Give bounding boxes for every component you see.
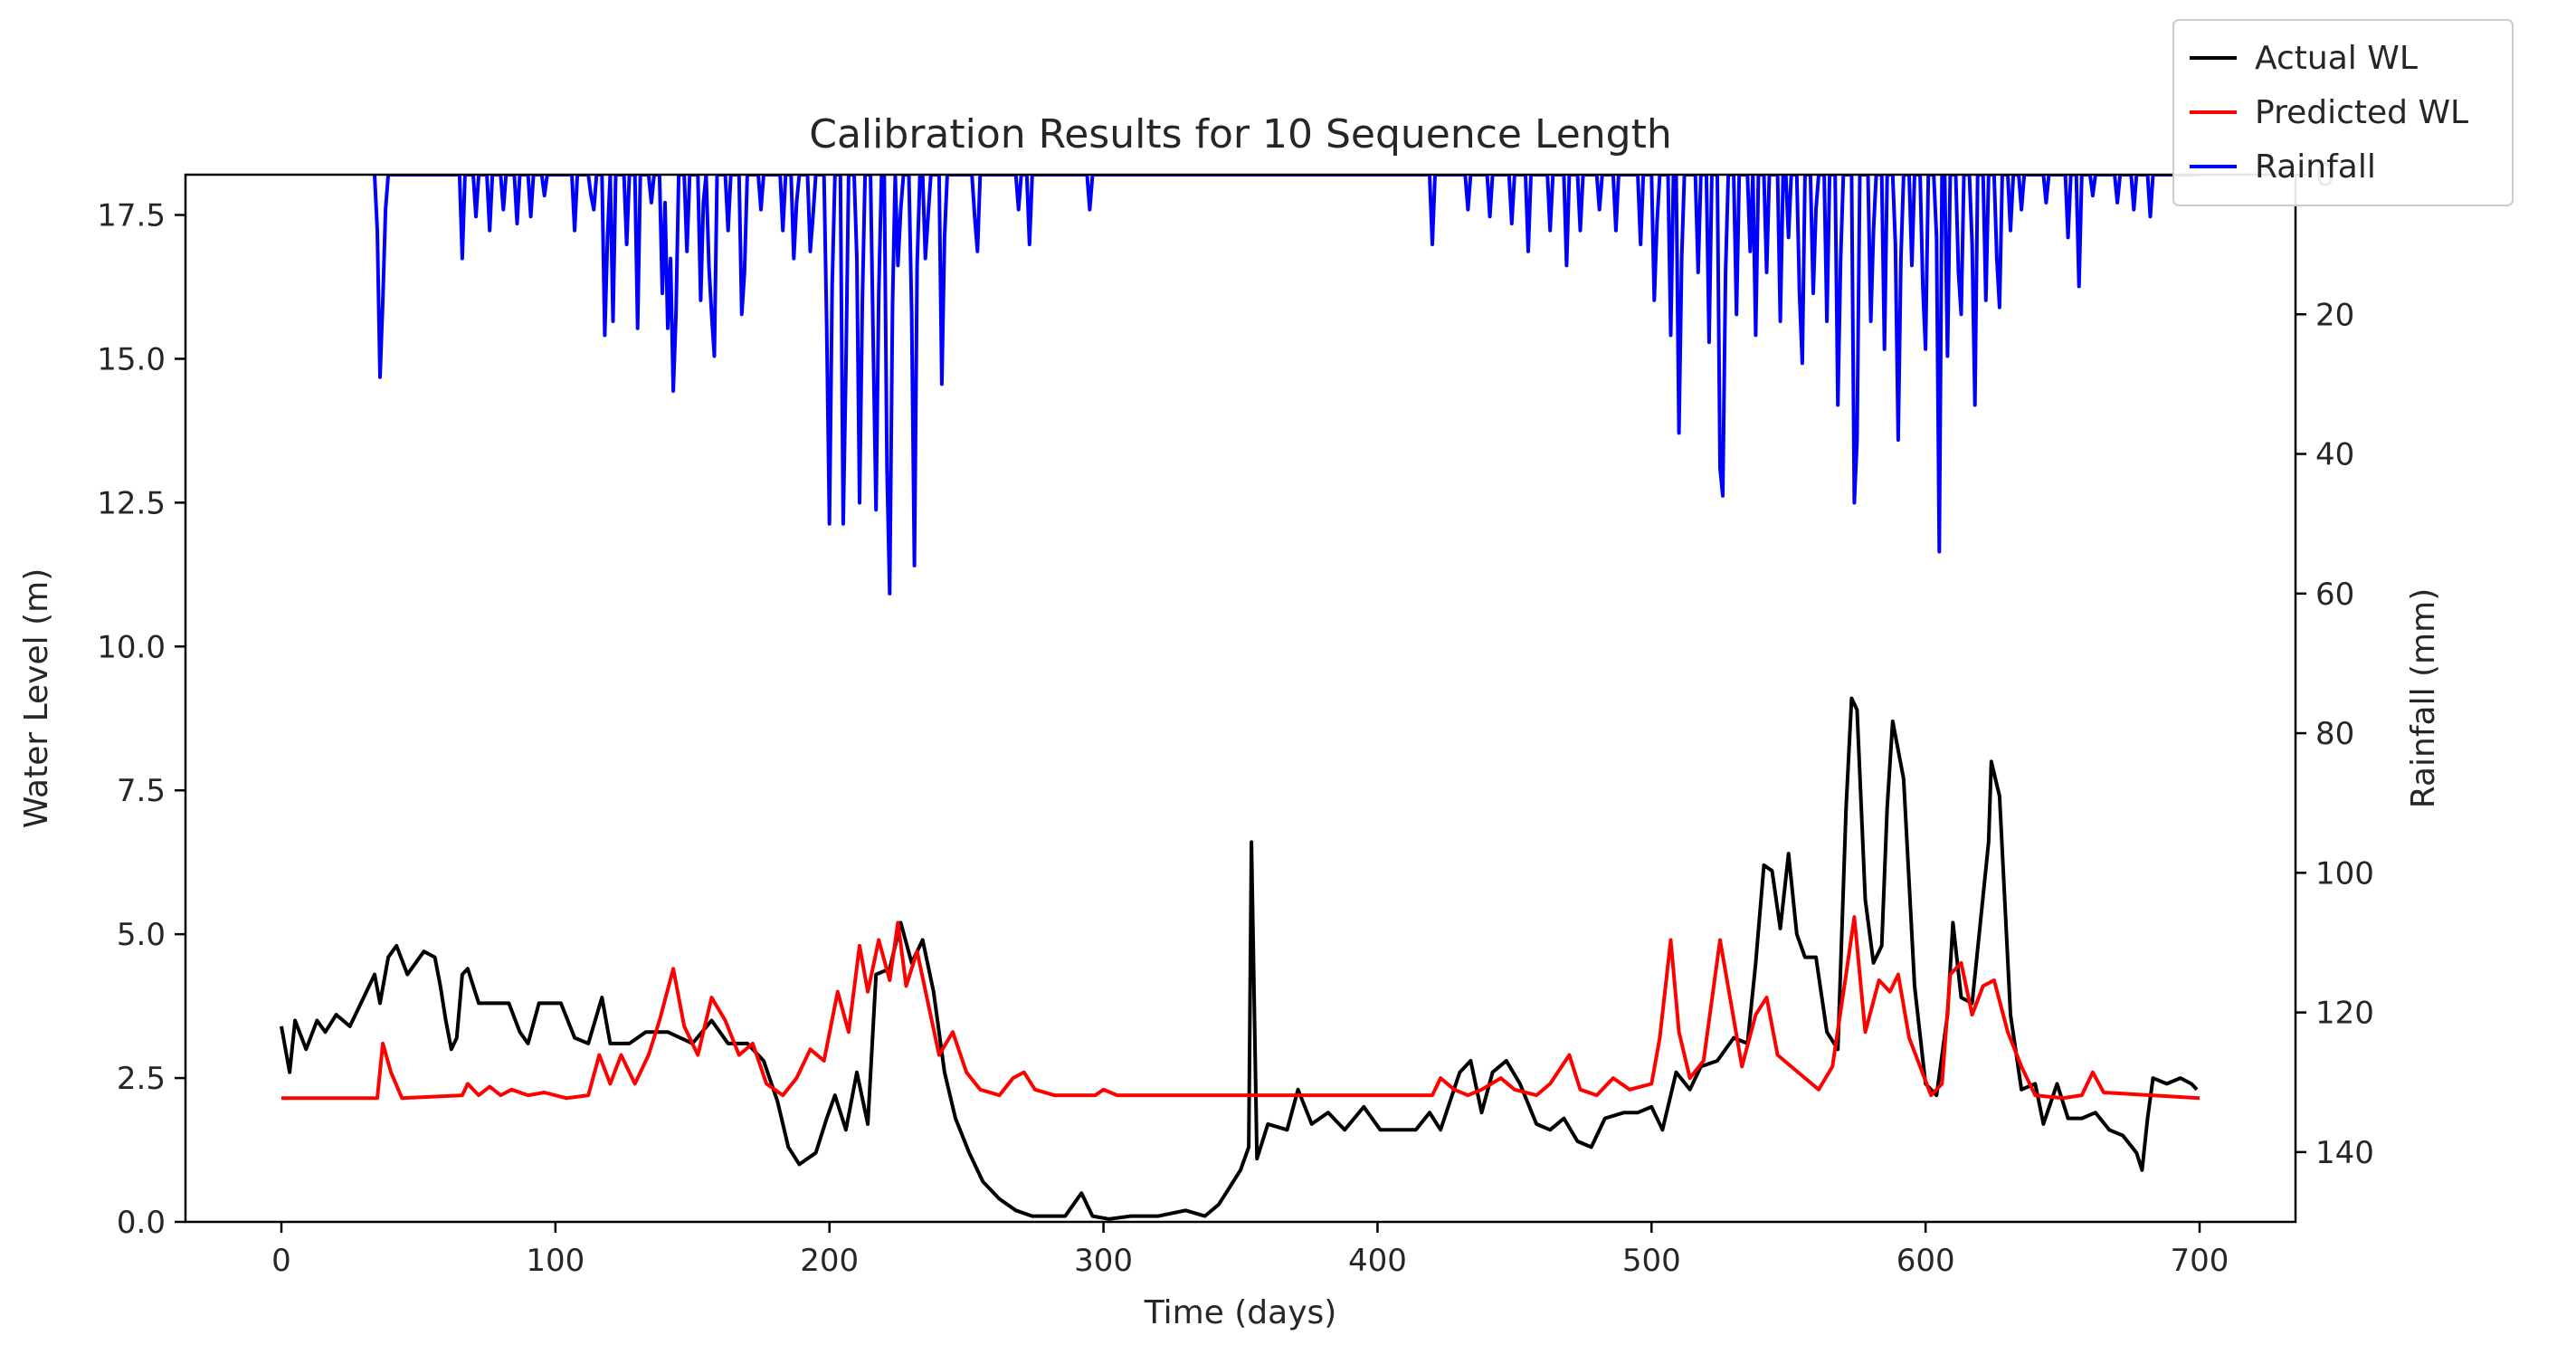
legend-box [2172, 19, 2514, 206]
x-tick-label: 0 [271, 1243, 291, 1279]
chart-title: Calibration Results for 10 Sequence Leng… [809, 111, 1672, 157]
y-right-tick-label: 140 [2315, 1135, 2374, 1171]
y-left-tick-label: 17.5 [97, 198, 166, 234]
plot-area [280, 175, 2201, 1221]
y-right-tick-label: 100 [2315, 855, 2374, 892]
plot-frame [184, 173, 2297, 1224]
series-line-predicted-wl [281, 915, 2201, 1101]
x-axis-title: Time (days) [1144, 1294, 1337, 1331]
axes: 0 100 200 300 400 500 600 700 0.0 2.5 5.0 7.5 10.0 12… [97, 157, 2374, 1279]
y-left-tick-label: 0.0 [117, 1205, 166, 1241]
x-tick-label: 500 [1622, 1243, 1681, 1279]
y-left-tick-label: 2.5 [117, 1061, 166, 1097]
legend: Actual WL Predicted WL Rainfall [2172, 19, 2514, 206]
legend-label: Rainfall [2255, 148, 2376, 186]
y-left-tick-label: 10.0 [97, 629, 166, 665]
series-line-rainfall [373, 175, 2200, 596]
y-right-tick-label: 120 [2315, 996, 2374, 1032]
y-right-tick-label: 20 [2315, 297, 2354, 333]
y-right-tick-label: 80 [2315, 716, 2354, 752]
y-left-tick-label: 7.5 [117, 773, 166, 809]
y-left-tick-label: 12.5 [97, 485, 166, 521]
x-tick-label: 100 [526, 1243, 585, 1279]
x-tick-label: 600 [1896, 1243, 1955, 1279]
y-right-tick-label: 40 [2315, 437, 2354, 473]
x-tick-label: 700 [2171, 1243, 2229, 1279]
legend-label: Actual WL [2255, 40, 2418, 77]
y-right-tick-label: 60 [2315, 577, 2354, 613]
y-left-tick-label: 15.0 [97, 341, 166, 377]
y-left-tick-label: 5.0 [117, 917, 166, 953]
y-axis-left-title: Water Level (m) [18, 568, 55, 829]
legend-label: Predicted WL [2255, 94, 2468, 131]
x-tick-label: 200 [800, 1243, 859, 1279]
x-tick-label: 400 [1348, 1243, 1407, 1279]
series-line-actual-wl [280, 696, 2199, 1221]
x-tick-label: 300 [1074, 1243, 1133, 1279]
y-axis-right-title: Rainfall (mm) [2405, 588, 2442, 809]
